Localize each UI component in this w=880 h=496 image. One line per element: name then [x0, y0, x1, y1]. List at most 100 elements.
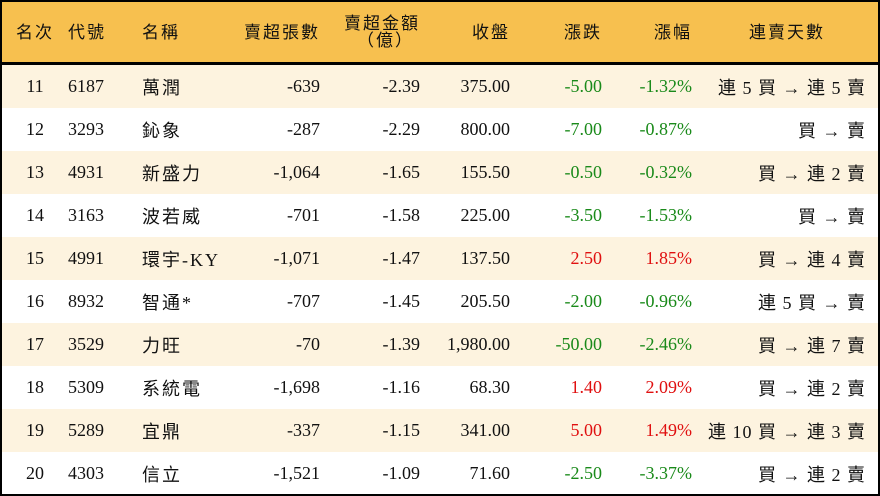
cell-shares: -1,064 [238, 151, 324, 194]
cell-shares: -639 [238, 63, 324, 108]
cell-name: 萬潤 [138, 63, 238, 108]
cell-shares: -1,071 [238, 237, 324, 280]
cell-streak: 買 → 連 2 賣 [758, 378, 866, 399]
cell-pct: -0.87% [639, 119, 693, 139]
cell-close: 205.50 [460, 291, 511, 311]
table-row: 20 4303 信立 -1,521 -1.09 71.60 -2.50 -3.37% 買 → 連… [2, 452, 878, 495]
table-row: 15 4991 環宇-KY -1,071 -1.47 137.50 2.50 1.85% 買 →… [2, 237, 878, 280]
cell-close: 68.30 [469, 377, 511, 397]
cell-shares: -701 [287, 205, 320, 225]
table-row: 18 5309 系統電 -1,698 -1.16 68.30 1.40 2.09% 買 → 連 … [2, 366, 878, 409]
header-code: 代號 [68, 2, 138, 65]
cell-name: 信立 [142, 464, 182, 485]
cell-amount: -1.16 [382, 377, 421, 397]
cell-name: 鈊象 [142, 120, 182, 141]
cell-streak: 連 5 買 → 賣 [758, 292, 866, 313]
cell-streak: 買 → 賣 [798, 206, 866, 227]
cell-name: 力旺 [138, 323, 238, 366]
cell-rank: 13 [2, 151, 68, 194]
cell-amount: -1.58 [382, 205, 421, 225]
cell-pct: -1.32% [606, 63, 696, 108]
cell-code: 5309 [68, 377, 104, 397]
cell-close: 341.00 [424, 409, 514, 452]
cell-name: 系統電 [142, 378, 202, 399]
cell-code: 8932 [68, 291, 104, 311]
cell-change: -7.00 [564, 119, 603, 139]
cell-rank: 17 [2, 323, 68, 366]
cell-pct: -1.53% [639, 205, 693, 225]
cell-close: 137.50 [424, 237, 514, 280]
cell-change: 2.50 [514, 237, 606, 280]
cell-change: -2.50 [564, 463, 603, 483]
header-rank: 名次 [2, 2, 68, 65]
cell-amount: -1.15 [324, 409, 424, 452]
cell-close: 71.60 [469, 463, 511, 483]
cell-shares: -1,521 [273, 463, 321, 483]
cell-pct: 1.49% [606, 409, 696, 452]
cell-amount: -1.09 [382, 463, 421, 483]
cell-code: 3163 [68, 205, 104, 225]
cell-close: 225.00 [460, 205, 511, 225]
cell-close: 800.00 [460, 119, 511, 139]
cell-shares: -70 [238, 323, 324, 366]
cell-code: 4931 [68, 151, 138, 194]
cell-rank: 15 [2, 237, 68, 280]
cell-code: 4991 [68, 237, 138, 280]
cell-rank: 16 [26, 291, 44, 311]
cell-pct: -2.46% [606, 323, 696, 366]
cell-change: -50.00 [514, 323, 606, 366]
cell-change: -0.50 [514, 151, 606, 194]
cell-code: 4303 [68, 463, 104, 483]
header-amount-line1: 賣超金額 [344, 14, 420, 33]
cell-pct: 2.09% [645, 377, 693, 397]
cell-code: 6187 [68, 63, 138, 108]
cell-pct: -0.32% [606, 151, 696, 194]
header-change: 漲跌 [514, 2, 606, 65]
header-amount: 賣超金額 （億） [324, 2, 424, 65]
cell-code: 3293 [68, 119, 104, 139]
cell-change: 1.40 [570, 377, 603, 397]
cell-change: 5.00 [514, 409, 606, 452]
cell-streak: 買 → 連 2 賣 [696, 151, 878, 194]
cell-rank: 11 [2, 63, 68, 108]
table-row: 17 3529 力旺 -70 -1.39 1,980.00 -50.00 -2.46% 買 → … [2, 323, 878, 366]
cell-close: 1,980.00 [424, 323, 514, 366]
table-row: 16 8932 智通* -707 -1.45 205.50 -2.00 -0.96% 連 5 買… [2, 280, 878, 323]
cell-streak: 連 10 買 → 連 3 賣 [696, 409, 878, 452]
cell-pct: -0.96% [639, 291, 693, 311]
header-shares: 賣超張數 [238, 2, 324, 65]
cell-streak: 買 → 連 7 賣 [696, 323, 878, 366]
cell-code: 3529 [68, 323, 138, 366]
table-row: 11 6187 萬潤 -639 -2.39 375.00 -5.00 -1.32% 連 5 買 … [2, 63, 878, 108]
cell-streak: 買 → 賣 [798, 120, 866, 141]
cell-close: 155.50 [424, 151, 514, 194]
table-row: 13 4931 新盛力 -1,064 -1.65 155.50 -0.50 -0.32% 買 →… [2, 151, 878, 194]
cell-streak: 買 → 連 2 賣 [758, 464, 866, 485]
header-row: 名次 代號 名稱 賣超張數 賣超金額 （億） 收盤 漲跌 漲幅 連賣天數 [2, 2, 878, 65]
header-close: 收盤 [424, 2, 514, 65]
header-streak: 連賣天數 [696, 2, 878, 65]
table-row: 19 5289 宜鼎 -337 -1.15 341.00 5.00 1.49% 連 10 買 →… [2, 409, 878, 452]
cell-shares: -337 [238, 409, 324, 452]
cell-rank: 12 [26, 119, 44, 139]
cell-rank: 14 [26, 205, 44, 225]
cell-close: 375.00 [424, 63, 514, 108]
cell-amount: -2.39 [324, 63, 424, 108]
cell-change: -5.00 [514, 63, 606, 108]
cell-code: 5289 [68, 409, 138, 452]
header-name: 名稱 [138, 2, 238, 65]
cell-shares: -1,698 [273, 377, 321, 397]
header-pct: 漲幅 [606, 2, 696, 65]
header-amount-unit: （億） [357, 31, 414, 50]
cell-pct: 1.85% [606, 237, 696, 280]
cell-streak: 連 5 買 → 連 5 賣 [696, 63, 878, 108]
cell-name: 智通* [142, 292, 193, 313]
cell-name: 新盛力 [138, 151, 238, 194]
cell-amount: -2.29 [382, 119, 421, 139]
table-row: 12 3293 鈊象 -287 -2.29 800.00 -7.00 -0.87% 買 → 賣 [2, 108, 878, 151]
cell-rank: 20 [26, 463, 44, 483]
cell-name: 波若威 [142, 206, 202, 227]
cell-amount: -1.65 [324, 151, 424, 194]
